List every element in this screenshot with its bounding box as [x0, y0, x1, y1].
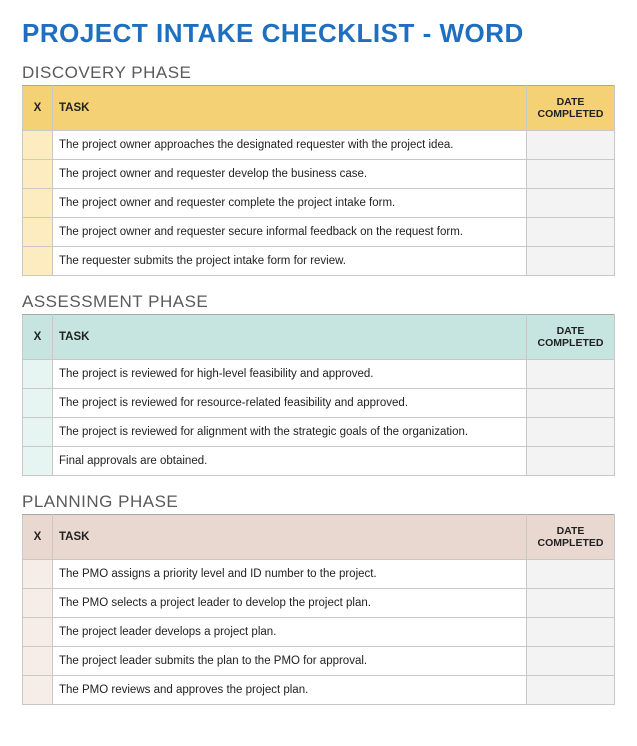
- table-row: The requester submits the project intake…: [23, 247, 615, 276]
- table-row: The project is reviewed for resource-rel…: [23, 389, 615, 418]
- task-cell: The PMO reviews and approves the project…: [53, 676, 527, 705]
- task-cell: The requester submits the project intake…: [53, 247, 527, 276]
- date-completed-cell[interactable]: [527, 447, 615, 476]
- checkbox-cell[interactable]: [23, 560, 53, 589]
- date-completed-cell[interactable]: [527, 247, 615, 276]
- task-cell: The project owner and requester develop …: [53, 160, 527, 189]
- checkbox-cell[interactable]: [23, 389, 53, 418]
- checkbox-cell[interactable]: [23, 418, 53, 447]
- page-title: PROJECT INTAKE CHECKLIST - WORD: [22, 18, 615, 49]
- checkbox-cell[interactable]: [23, 647, 53, 676]
- date-completed-cell[interactable]: [527, 218, 615, 247]
- column-header-date: DATE COMPLETED: [527, 515, 615, 560]
- date-completed-cell[interactable]: [527, 618, 615, 647]
- date-completed-cell[interactable]: [527, 589, 615, 618]
- task-cell: The project owner and requester complete…: [53, 189, 527, 218]
- column-header-date: DATE COMPLETED: [527, 86, 615, 131]
- column-header-x: X: [23, 315, 53, 360]
- date-completed-cell[interactable]: [527, 131, 615, 160]
- task-cell: The PMO assigns a priority level and ID …: [53, 560, 527, 589]
- task-cell: The project owner and requester secure i…: [53, 218, 527, 247]
- task-cell: The PMO selects a project leader to deve…: [53, 589, 527, 618]
- column-header-date: DATE COMPLETED: [527, 315, 615, 360]
- table-row: The project owner approaches the designa…: [23, 131, 615, 160]
- date-completed-cell[interactable]: [527, 647, 615, 676]
- checkbox-cell[interactable]: [23, 160, 53, 189]
- task-cell: The project leader develops a project pl…: [53, 618, 527, 647]
- table-row: The project leader submits the plan to t…: [23, 647, 615, 676]
- checkbox-cell[interactable]: [23, 447, 53, 476]
- checkbox-cell[interactable]: [23, 218, 53, 247]
- column-header-task: TASK: [53, 515, 527, 560]
- sections-container: DISCOVERY PHASEXTASKDATE COMPLETEDThe pr…: [22, 63, 615, 705]
- date-completed-cell[interactable]: [527, 418, 615, 447]
- table-row: The project leader develops a project pl…: [23, 618, 615, 647]
- section-title: ASSESSMENT PHASE: [22, 292, 615, 312]
- checkbox-cell[interactable]: [23, 360, 53, 389]
- task-cell: The project is reviewed for alignment wi…: [53, 418, 527, 447]
- phase-table: XTASKDATE COMPLETEDThe project is review…: [22, 314, 615, 476]
- column-header-x: X: [23, 515, 53, 560]
- table-row: The project owner and requester develop …: [23, 160, 615, 189]
- task-cell: The project owner approaches the designa…: [53, 131, 527, 160]
- phase-table: XTASKDATE COMPLETEDThe PMO assigns a pri…: [22, 514, 615, 705]
- task-cell: The project leader submits the plan to t…: [53, 647, 527, 676]
- date-completed-cell[interactable]: [527, 389, 615, 418]
- column-header-task: TASK: [53, 86, 527, 131]
- task-cell: The project is reviewed for resource-rel…: [53, 389, 527, 418]
- date-completed-cell[interactable]: [527, 160, 615, 189]
- checkbox-cell[interactable]: [23, 676, 53, 705]
- table-row: The project owner and requester secure i…: [23, 218, 615, 247]
- table-row: The PMO reviews and approves the project…: [23, 676, 615, 705]
- checkbox-cell[interactable]: [23, 189, 53, 218]
- table-row: The project is reviewed for alignment wi…: [23, 418, 615, 447]
- table-row: The project owner and requester complete…: [23, 189, 615, 218]
- column-header-x: X: [23, 86, 53, 131]
- date-completed-cell[interactable]: [527, 560, 615, 589]
- section-title: PLANNING PHASE: [22, 492, 615, 512]
- task-cell: Final approvals are obtained.: [53, 447, 527, 476]
- table-row: The project is reviewed for high-level f…: [23, 360, 615, 389]
- table-row: The PMO selects a project leader to deve…: [23, 589, 615, 618]
- checkbox-cell[interactable]: [23, 247, 53, 276]
- date-completed-cell[interactable]: [527, 360, 615, 389]
- task-cell: The project is reviewed for high-level f…: [53, 360, 527, 389]
- checkbox-cell[interactable]: [23, 131, 53, 160]
- phase-table: XTASKDATE COMPLETEDThe project owner app…: [22, 85, 615, 276]
- section-title: DISCOVERY PHASE: [22, 63, 615, 83]
- checkbox-cell[interactable]: [23, 618, 53, 647]
- date-completed-cell[interactable]: [527, 189, 615, 218]
- table-row: The PMO assigns a priority level and ID …: [23, 560, 615, 589]
- table-row: Final approvals are obtained.: [23, 447, 615, 476]
- date-completed-cell[interactable]: [527, 676, 615, 705]
- column-header-task: TASK: [53, 315, 527, 360]
- checkbox-cell[interactable]: [23, 589, 53, 618]
